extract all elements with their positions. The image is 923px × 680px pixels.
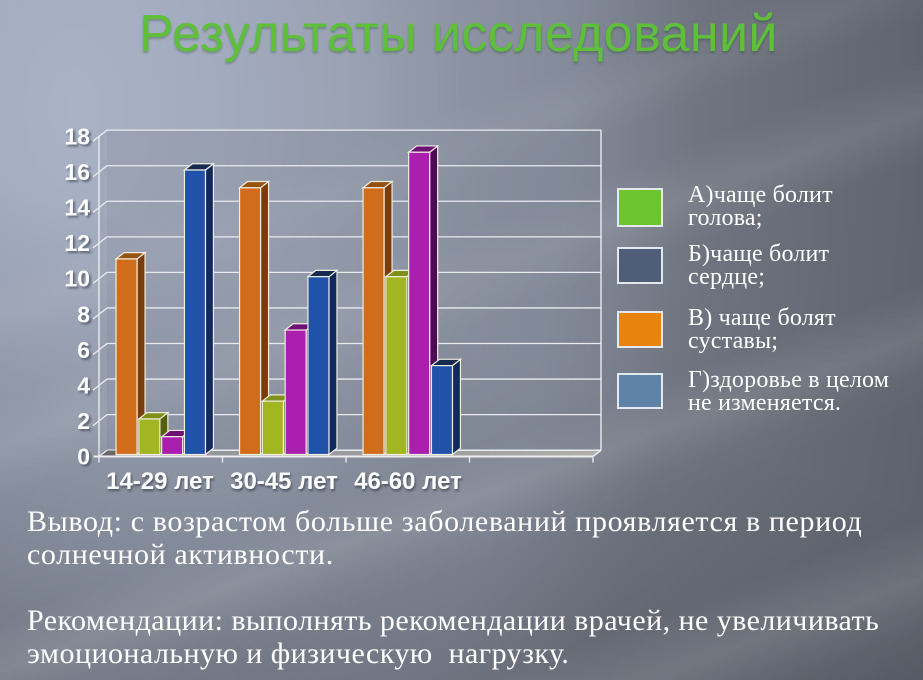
- svg-text:6: 6: [77, 337, 90, 363]
- svg-text:18: 18: [64, 123, 90, 149]
- svg-text:14: 14: [64, 195, 90, 221]
- svg-text:8: 8: [77, 301, 90, 327]
- svg-text:10: 10: [64, 266, 90, 292]
- svg-text:0: 0: [77, 444, 90, 470]
- svg-text:2: 2: [77, 408, 90, 434]
- svg-text:12: 12: [64, 230, 90, 256]
- svg-text:4: 4: [77, 372, 90, 398]
- svg-text:16: 16: [64, 159, 90, 185]
